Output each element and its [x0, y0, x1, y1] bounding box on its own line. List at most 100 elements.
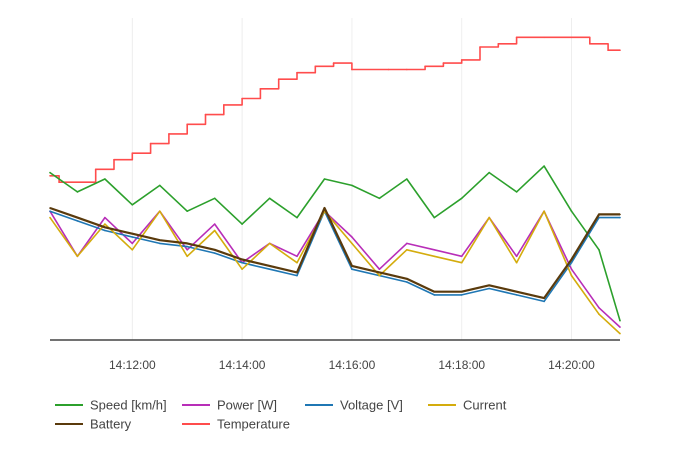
- point-temperature-15: [332, 62, 335, 64]
- point-battery-7: [241, 258, 243, 261]
- point-voltage-v-5: [186, 245, 188, 248]
- point-battery-3: [131, 232, 134, 235]
- series-lines: [49, 36, 621, 335]
- point-temperature-10: [241, 97, 243, 100]
- point-speed-km-h-5: [186, 210, 188, 212]
- point-current-19: [570, 274, 573, 277]
- point-battery-8: [268, 265, 271, 267]
- legend-item-5[interactable]: Temperature: [182, 417, 290, 432]
- point-current-9: [296, 261, 298, 264]
- point-voltage-v-0: [49, 210, 51, 212]
- point-voltage-v-15: [460, 294, 463, 296]
- point-temperature-7: [186, 123, 188, 126]
- point-current-5: [186, 255, 188, 258]
- point-current-4: [159, 210, 161, 212]
- legend-label: Speed [km/h]: [90, 398, 167, 413]
- point-temperature-8: [204, 113, 207, 116]
- legend-label: Voltage [V]: [340, 398, 403, 413]
- point-speed-km-h-1: [76, 191, 79, 193]
- point-speed-km-h-20: [598, 249, 600, 251]
- point-speed-km-h-9: [296, 216, 298, 219]
- point-voltage-v-6: [213, 252, 216, 254]
- point-current-6: [213, 229, 216, 232]
- x-axis-ticks: 14:12:00 14:14:00 14:16:00 14:18:00 14:20:00: [109, 358, 595, 372]
- point-voltage-v-11: [351, 268, 353, 271]
- legend-item-0[interactable]: Speed [km/h]: [55, 398, 167, 413]
- point-voltage-v-1: [76, 220, 79, 222]
- point-current-15: [460, 261, 463, 264]
- point-power-w-14: [433, 249, 436, 251]
- point-speed-km-h-3: [131, 204, 134, 206]
- point-speed-km-h-19: [570, 210, 573, 212]
- point-temperature-0: [49, 175, 51, 177]
- point-current-3: [131, 249, 134, 251]
- point-power-w-5: [186, 249, 188, 251]
- point-speed-km-h-2: [104, 178, 106, 180]
- point-battery-2: [104, 226, 106, 229]
- point-speed-km-h-18: [543, 165, 545, 167]
- point-battery-9: [296, 271, 298, 274]
- point-power-w-11: [351, 236, 353, 238]
- point-voltage-v-9: [296, 274, 298, 277]
- point-speed-km-h-16: [488, 171, 491, 174]
- point-current-14: [433, 255, 436, 258]
- point-battery-14: [433, 290, 436, 293]
- point-current-12: [378, 274, 381, 277]
- point-current-0: [49, 216, 51, 219]
- point-voltage-v-19: [570, 261, 573, 264]
- point-power-w-12: [378, 268, 381, 271]
- point-temperature-1: [58, 181, 60, 183]
- point-power-w-15: [460, 255, 463, 258]
- point-voltage-v-3: [131, 236, 134, 238]
- point-battery-19: [570, 258, 573, 261]
- legend-item-2[interactable]: Voltage [V]: [305, 398, 403, 413]
- point-speed-km-h-13: [406, 178, 408, 180]
- series-line-battery: [49, 206, 620, 300]
- point-battery-12: [378, 271, 381, 274]
- point-battery-1: [76, 216, 79, 219]
- point-temperature-28: [607, 49, 609, 51]
- series-line-power-w: [49, 210, 621, 328]
- x-tick-label-0: 14:12:00: [109, 358, 156, 372]
- point-power-w-20: [598, 307, 600, 309]
- point-current-11: [351, 242, 353, 245]
- point-voltage-v-20: [598, 216, 600, 219]
- x-tick-label-1: 14:14:00: [219, 358, 266, 372]
- point-power-w-2: [104, 216, 106, 219]
- point-voltage-v-13: [406, 281, 408, 283]
- point-current-7: [241, 268, 243, 271]
- point-temperature-20: [442, 62, 445, 64]
- point-temperature-25: [543, 36, 545, 39]
- point-temperature-27: [589, 43, 591, 45]
- point-temperature-21: [460, 59, 463, 61]
- point-voltage-v-16: [488, 287, 491, 290]
- legend-item-4[interactable]: Battery: [55, 417, 132, 432]
- point-battery-21: [619, 213, 621, 216]
- point-temperature-6: [168, 133, 170, 135]
- series-line-voltage-v: [49, 210, 620, 303]
- legend-item-3[interactable]: Current: [428, 398, 507, 413]
- legend-label: Temperature: [217, 417, 290, 432]
- point-power-w-9: [296, 255, 298, 258]
- point-temperature-5: [149, 142, 152, 145]
- point-voltage-v-7: [241, 261, 243, 264]
- point-speed-km-h-12: [378, 197, 381, 200]
- point-temperature-12: [277, 78, 280, 80]
- point-power-w-21: [619, 326, 621, 328]
- point-battery-0: [49, 207, 51, 209]
- point-battery-4: [159, 239, 161, 241]
- point-battery-15: [460, 290, 463, 293]
- point-voltage-v-2: [104, 229, 106, 232]
- point-voltage-v-17: [515, 294, 518, 296]
- point-speed-km-h-7: [241, 223, 243, 225]
- point-temperature-18: [406, 68, 408, 71]
- legend-item-1[interactable]: Power [W]: [182, 398, 277, 413]
- point-temperature-13: [296, 71, 298, 74]
- point-power-w-13: [406, 242, 408, 245]
- point-temperature-2: [94, 168, 97, 171]
- point-speed-km-h-6: [213, 197, 216, 200]
- point-speed-km-h-14: [433, 216, 436, 219]
- point-voltage-v-21: [619, 216, 621, 219]
